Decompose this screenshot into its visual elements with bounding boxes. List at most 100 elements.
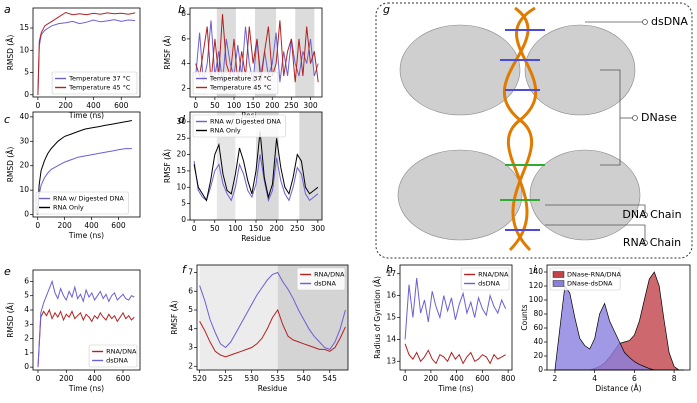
y-tick-label: 25: [176, 133, 186, 142]
legend-box: [35, 191, 129, 215]
x-tick-label: 150: [246, 101, 261, 110]
subplot: b2468050100150200250300ResidueRMSF (Å)Te…: [163, 3, 323, 120]
x-tick-label: 300: [303, 101, 318, 110]
y-tick-label: 40: [19, 112, 29, 121]
legend-label: dsDNA: [478, 280, 500, 288]
y-axis-label: Counts: [520, 304, 529, 330]
x-axis-label: Time (ns): [68, 231, 104, 240]
y-tick-label: 16: [386, 291, 396, 300]
legend-label: RNA Only: [53, 204, 84, 212]
line: [404, 278, 507, 340]
line: [199, 308, 346, 358]
x-tick-label: 300: [311, 224, 326, 233]
y-tick-label: 6: [24, 276, 29, 285]
x-tick-label: 400: [86, 101, 101, 110]
y-tick-label: 5: [188, 305, 193, 314]
y-tick-label: 10: [19, 185, 29, 194]
x-tick-label: 150: [249, 224, 264, 233]
y-tick-label: 15: [386, 313, 396, 322]
axes-frame: [32, 7, 141, 98]
y-tick-label: 2: [188, 361, 193, 370]
structure-label: DNase: [641, 111, 677, 124]
x-tick-label: 200: [57, 221, 72, 230]
x-tick-label: 0: [36, 374, 41, 383]
subplot: f 2 3 4 5 6 7 520 525 530 535 540 545 Residue RMSF (Å)…: [170, 263, 349, 393]
y-axis-label: RMSD (Å): [6, 302, 15, 338]
panel-label: b: [178, 3, 185, 16]
panel-label: i: [533, 263, 536, 276]
x-tick-label: 2: [553, 374, 558, 383]
legend-box: [88, 344, 138, 368]
line: [37, 120, 132, 215]
x-tick-label: 200: [424, 374, 439, 383]
y-tick-label: 4: [188, 324, 193, 333]
line: [37, 11, 136, 95]
x-tick-label: 535: [271, 374, 286, 383]
x-axis-label: Time (ns): [68, 384, 104, 393]
y-tick-label: 0: [24, 362, 29, 371]
y-tick-label: 20: [19, 161, 29, 170]
line: [193, 154, 319, 203]
y-tick-label: 100: [529, 295, 544, 304]
x-tick-label: 8: [672, 374, 677, 383]
panel-label: h: [386, 263, 393, 276]
line: [193, 131, 319, 202]
legend-swatch: [552, 280, 565, 287]
y-tick-label: 2: [181, 83, 186, 92]
shaded-region: [256, 112, 279, 220]
y-axis-label: RMSF (Å): [170, 300, 179, 334]
y-tick-label: 0: [538, 365, 543, 374]
x-tick-label: 100: [227, 101, 242, 110]
y-axis-label: RMSD (Å): [6, 35, 15, 71]
structure-label: dsDNA: [651, 15, 688, 28]
y-tick-label: 6: [188, 286, 193, 295]
y-axis-label: RMSF (Å): [163, 149, 172, 183]
panel-label: f: [182, 263, 188, 276]
y-tick-label: 17: [386, 269, 396, 278]
subplot: a 0 5 10 15 0 200 400 600 Time (ns) RMSD (Å) Temper…: [4, 3, 141, 120]
y-tick-label: 3: [188, 343, 193, 352]
x-tick-label: 400: [87, 374, 102, 383]
legend-box: [460, 267, 510, 291]
axes-frame: [546, 264, 691, 371]
panel-label: g: [383, 3, 390, 16]
axes-frame: [196, 264, 349, 371]
shaded-region: [199, 265, 278, 370]
y-tick-label: 13: [386, 356, 396, 365]
x-tick-label: 530: [245, 374, 260, 383]
line: [404, 343, 506, 365]
y-tick-label: 0: [181, 215, 186, 224]
legend-box: [51, 71, 138, 95]
x-axis-label: Time (ns): [437, 384, 473, 393]
legend-label: DNase-dsDNA: [567, 280, 613, 288]
x-tick-label: 250: [290, 224, 305, 233]
subplot: e 0 1 2 3 4 5 6 0 200 400 600 Time (ns) RMSD (Å) RNA/D…: [4, 265, 141, 393]
x-tick-label: 540: [297, 374, 312, 383]
x-tick-label: 800: [501, 374, 516, 383]
x-tick-label: 545: [323, 374, 338, 383]
legend-label: Temperature 45 °C: [68, 84, 131, 92]
x-tick-label: 600: [475, 374, 490, 383]
legend-box: [192, 114, 286, 138]
y-tick-label: 4: [181, 59, 186, 68]
x-tick-label: 4: [592, 374, 597, 383]
panel-label: c: [4, 113, 10, 126]
line: [37, 308, 135, 368]
line: [195, 14, 319, 83]
axes-frame: [189, 7, 323, 98]
y-tick-label: 20: [533, 351, 543, 360]
x-axis-label: Residue: [241, 234, 271, 243]
x-tick-label: 200: [58, 101, 73, 110]
axes-frame: [32, 269, 141, 371]
structure-label: DNA Chain: [622, 208, 681, 221]
y-tick-label: 30: [19, 136, 29, 145]
panel-border: [375, 2, 693, 259]
legend-label: dsDNA: [314, 280, 336, 288]
x-tick-label: 0: [35, 221, 40, 230]
x-tick-label: 6: [632, 374, 637, 383]
x-tick-label: 525: [218, 374, 233, 383]
y-tick-label: 4: [24, 305, 29, 314]
shaded-region: [299, 112, 322, 220]
x-tick-label: 100: [228, 224, 243, 233]
